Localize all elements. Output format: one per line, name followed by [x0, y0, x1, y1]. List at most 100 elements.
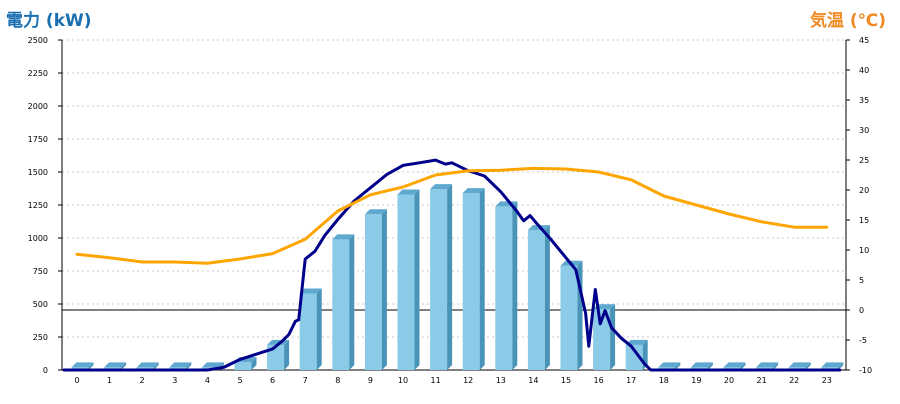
bar-side: [544, 225, 550, 370]
right-tick-label: 20: [859, 186, 869, 195]
bar-front: [397, 194, 415, 370]
bar-side: [447, 184, 453, 370]
x-tick-label: 12: [463, 376, 473, 385]
bar-top: [136, 362, 159, 368]
bar: [462, 188, 485, 370]
left-tick-label: 1250: [28, 201, 48, 210]
bar-side: [88, 362, 94, 370]
x-tick-label: 18: [659, 376, 669, 385]
left-tick-label: 2500: [28, 36, 48, 45]
bar-side: [805, 362, 811, 370]
right-tick-label: 10: [859, 246, 869, 255]
bar-front: [299, 293, 317, 370]
left-tick-label: 1500: [28, 168, 48, 177]
bar: [430, 184, 453, 370]
right-tick-label: 15: [859, 216, 869, 225]
x-tick-label: 1: [107, 376, 112, 385]
x-tick-label: 20: [724, 376, 734, 385]
right-tick-label: 5: [859, 276, 864, 285]
bar-top: [397, 189, 420, 195]
left-tick-label: 2000: [28, 102, 48, 111]
bar-front: [527, 230, 545, 370]
left-axis-title: 電力 (kW): [6, 11, 92, 31]
x-tick-label: 7: [303, 376, 308, 385]
bar-side: [773, 362, 779, 370]
bar: [332, 234, 355, 370]
bar-front: [364, 214, 382, 370]
bar-top: [201, 362, 224, 368]
right-tick-label: -5: [859, 336, 867, 345]
bar-top: [299, 288, 322, 294]
bar-side: [381, 209, 387, 370]
bar-top: [332, 234, 355, 240]
right-tick-label: 25: [859, 156, 869, 165]
x-tick-label: 17: [626, 376, 636, 385]
right-axis-title: 気温 (℃): [809, 11, 886, 31]
x-tick-label: 23: [822, 376, 832, 385]
bar-side: [316, 288, 322, 370]
x-tick-label: 5: [237, 376, 242, 385]
bar-side: [153, 362, 159, 370]
bar-top: [430, 184, 453, 190]
bar-front: [625, 344, 643, 370]
left-tick-label: 500: [33, 300, 48, 309]
x-tick-label: 4: [205, 376, 210, 385]
left-tick-label: 2250: [28, 69, 48, 78]
bar-top: [723, 362, 746, 368]
bar-side: [675, 362, 681, 370]
x-tick-label: 2: [140, 376, 145, 385]
x-tick-label: 9: [368, 376, 373, 385]
bar-top: [169, 362, 192, 368]
bar-side: [610, 304, 616, 370]
bar: [495, 201, 518, 370]
bar-top: [788, 362, 811, 368]
x-tick-label: 21: [757, 376, 767, 385]
left-tick-label: 250: [33, 333, 48, 342]
bar-side: [251, 357, 257, 370]
bar-side: [414, 189, 420, 370]
bar: [299, 288, 322, 370]
left-tick-label: 0: [43, 366, 48, 375]
bar: [267, 339, 290, 370]
bar-front: [462, 193, 480, 370]
left-tick-label: 750: [33, 267, 48, 276]
bar-side: [512, 201, 518, 370]
bar-top: [104, 362, 127, 368]
x-tick-label: 15: [561, 376, 571, 385]
x-tick-label: 10: [398, 376, 408, 385]
bar-top: [821, 362, 844, 368]
bar: [527, 225, 550, 370]
x-tick-label: 16: [594, 376, 604, 385]
x-tick-label: 3: [172, 376, 177, 385]
right-tick-label: -10: [859, 366, 872, 375]
x-tick-label: 14: [528, 376, 538, 385]
bar-side: [121, 362, 127, 370]
bar-top: [690, 362, 713, 368]
x-tick-label: 13: [496, 376, 506, 385]
left-tick-label: 1750: [28, 135, 48, 144]
bar-side: [349, 234, 355, 370]
x-tick-label: 19: [691, 376, 701, 385]
x-tick-label: 0: [74, 376, 79, 385]
bar-front: [495, 206, 513, 370]
bar-front: [332, 239, 350, 370]
bar-front: [593, 309, 611, 370]
bar-top: [658, 362, 681, 368]
bar-side: [284, 339, 290, 370]
bar-side: [838, 362, 844, 370]
right-tick-label: 30: [859, 126, 869, 135]
bar-side: [740, 362, 746, 370]
temperature-line: [75, 166, 829, 265]
left-tick-label: 1000: [28, 234, 48, 243]
bar-top: [71, 362, 94, 368]
right-tick-label: 45: [859, 36, 869, 45]
bar-top: [462, 188, 485, 194]
x-tick-label: 11: [431, 376, 441, 385]
bar-front: [560, 265, 578, 370]
bar-front: [234, 362, 252, 370]
right-tick-label: 35: [859, 96, 869, 105]
bar-top: [364, 209, 387, 215]
bar-side: [186, 362, 192, 370]
